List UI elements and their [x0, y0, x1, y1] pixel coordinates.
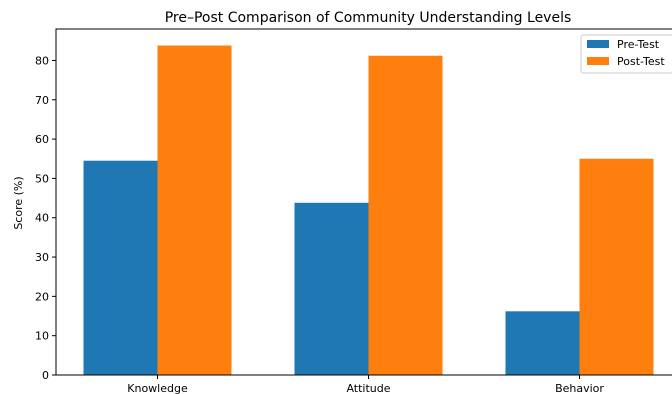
y-tick-label: 30: [35, 251, 49, 264]
y-tick-label: 80: [35, 54, 49, 67]
x-tick-label: Behavior: [555, 382, 604, 394]
legend-label: Pre-Test: [617, 38, 660, 51]
bar-post-test-knowledge: [157, 45, 232, 375]
y-tick-label: 0: [42, 369, 49, 382]
x-tick-label: Knowledge: [127, 382, 188, 394]
bar-pre-test-attitude: [294, 202, 369, 375]
legend: Pre-Test Post-Test: [580, 34, 672, 74]
x-tick-label: Attitude: [346, 382, 390, 394]
legend-swatch: [587, 57, 609, 65]
plot-frame: [55, 28, 672, 376]
bar-post-test-behavior: [579, 158, 654, 375]
bar-pre-test-behavior: [505, 311, 580, 375]
legend-label: Post-Test: [617, 55, 665, 68]
y-tick-label: 40: [35, 212, 49, 225]
bar-post-test-attitude: [368, 55, 443, 376]
y-axis-label: Score (%): [12, 176, 25, 229]
x-axis-ticks: Knowledge Attitude Behavior: [127, 375, 604, 394]
y-tick-label: 20: [35, 290, 49, 303]
y-tick-label: 10: [35, 330, 49, 343]
bars-group: [83, 45, 654, 376]
bar-pre-test-knowledge: [83, 160, 158, 375]
y-tick-label: 60: [35, 133, 49, 146]
legend-swatch: [587, 40, 609, 48]
y-tick-label: 70: [35, 94, 49, 107]
y-axis-ticks: 0 10 20 30 40 50 60 70 80: [35, 54, 56, 382]
chart-title: Pre–Post Comparison of Community Underst…: [165, 10, 572, 26]
y-tick-label: 50: [35, 172, 49, 185]
